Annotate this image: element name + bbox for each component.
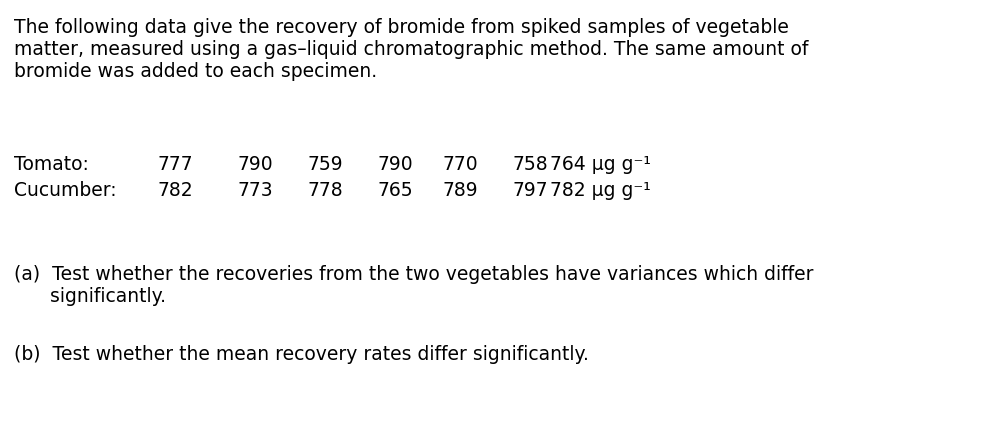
Text: The following data give the recovery of bromide from spiked samples of vegetable: The following data give the recovery of … <box>14 18 788 37</box>
Text: bromide was added to each specimen.: bromide was added to each specimen. <box>14 62 377 81</box>
Text: matter, measured using a gas–liquid chromatographic method. The same amount of: matter, measured using a gas–liquid chro… <box>14 40 808 59</box>
Text: 758: 758 <box>512 155 547 174</box>
Text: 778: 778 <box>307 181 343 200</box>
Text: 782: 782 <box>157 181 193 200</box>
Text: 782 μg g⁻¹: 782 μg g⁻¹ <box>549 181 650 200</box>
Text: 764 μg g⁻¹: 764 μg g⁻¹ <box>549 155 650 174</box>
Text: Cucumber:: Cucumber: <box>14 181 117 200</box>
Text: (b)  Test whether the mean recovery rates differ significantly.: (b) Test whether the mean recovery rates… <box>14 345 589 364</box>
Text: 797: 797 <box>512 181 547 200</box>
Text: 773: 773 <box>237 181 273 200</box>
Text: 790: 790 <box>377 155 413 174</box>
Text: Tomato:: Tomato: <box>14 155 89 174</box>
Text: 777: 777 <box>157 155 193 174</box>
Text: (a)  Test whether the recoveries from the two vegetables have variances which di: (a) Test whether the recoveries from the… <box>14 265 813 284</box>
Text: 770: 770 <box>443 155 478 174</box>
Text: significantly.: significantly. <box>14 287 166 306</box>
Text: 790: 790 <box>237 155 273 174</box>
Text: 759: 759 <box>307 155 343 174</box>
Text: 765: 765 <box>377 181 413 200</box>
Text: 789: 789 <box>443 181 478 200</box>
